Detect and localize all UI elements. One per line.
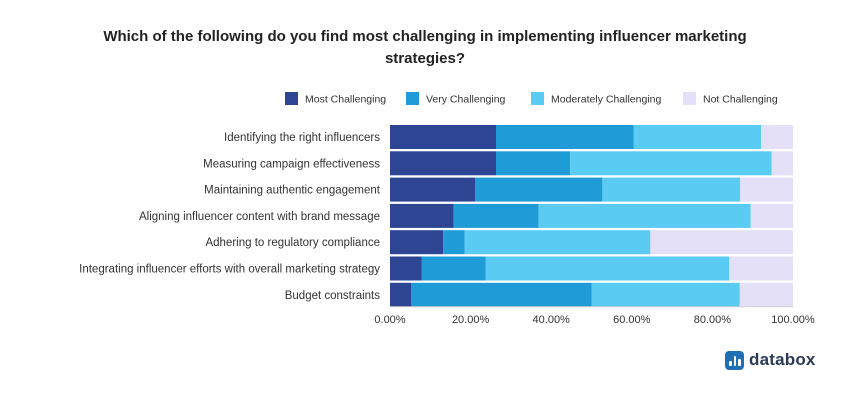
x-axis: 0.00% 20.00% 40.00% 60.00% 80.00% 100.00% [374,306,815,326]
bar-segment [475,177,603,202]
legend-swatch [406,92,419,105]
bar-segment [591,282,740,307]
bar-segment [390,177,476,202]
bar-segment [570,151,772,176]
legend-swatch [285,92,298,105]
bar-segment [443,230,465,255]
x-tick-label: 60.00% [613,314,651,326]
bar-segment [411,282,592,307]
bar-segment [761,125,793,149]
category-label: Integrating influencer efforts with over… [79,264,380,276]
legend-swatch [531,92,544,105]
bar-segment [390,151,496,176]
bar-segment [729,256,793,281]
legend-swatch [683,92,696,105]
bar-segment [602,177,741,202]
category-label: Adhering to regulatory compliance [205,237,380,249]
chart-title-line: strategies? [385,50,465,67]
legend-label: Not Challenging [703,94,778,106]
bar-chart-icon [725,350,744,370]
bar-segment [485,256,730,281]
bar-segment [771,151,793,176]
logo-text: databox [749,350,816,369]
x-tick-label: 100.00% [771,314,815,326]
bar-segment [453,203,539,228]
bar-segment [633,125,762,149]
legend-label: Most Challenging [305,94,386,106]
bar-segment [390,256,422,281]
category-label: Measuring campaign effectiveness [203,158,380,170]
bar-segment [740,177,793,202]
category-label: Budget constraints [285,290,381,302]
bar-segment [538,203,751,228]
category-label: Maintaining authentic engagement [204,185,381,197]
bar-segment [390,125,496,149]
bar-segment [750,203,793,228]
bar-segment [650,230,793,255]
x-tick-label: 40.00% [533,314,571,326]
category-labels: Identifying the right influencers Measuri… [79,132,381,302]
category-label: Identifying the right influencers [224,132,380,144]
x-tick-label: 80.00% [694,314,732,326]
chart-title: Which of the following do you find most … [103,28,746,67]
x-tick-label: 0.00% [374,314,405,326]
bar-segment [739,282,793,307]
chart-title-line: Which of the following do you find most … [103,28,746,45]
bar-segment [390,203,454,228]
chart-legend: Most Challenging Very Challenging Moderate… [285,92,778,106]
bar-segment [495,151,571,176]
databox-logo: databox [725,347,816,373]
bar-segment [421,256,486,281]
bar-segment [464,230,651,255]
x-tick-label: 20.00% [452,314,490,326]
legend-label: Moderately Challenging [551,94,661,106]
chart-bars [390,125,793,307]
legend-label: Very Challenging [426,94,506,106]
category-label: Aligning influencer content with brand m… [139,211,380,223]
bar-segment [390,282,412,307]
bar-segment [495,125,634,149]
bar-segment [390,230,444,255]
